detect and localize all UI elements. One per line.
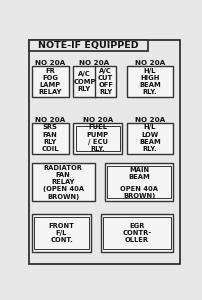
Text: A/C
CUT
OFF
RLY: A/C CUT OFF RLY xyxy=(98,68,113,95)
FancyBboxPatch shape xyxy=(32,123,68,154)
FancyBboxPatch shape xyxy=(28,40,179,263)
FancyBboxPatch shape xyxy=(73,66,115,97)
Text: MAIN
BEAM: MAIN BEAM xyxy=(127,167,149,180)
FancyBboxPatch shape xyxy=(104,163,173,201)
Text: SRS
FAN
RLY
COIL: SRS FAN RLY COIL xyxy=(41,124,59,152)
FancyBboxPatch shape xyxy=(32,214,91,252)
FancyBboxPatch shape xyxy=(34,217,89,249)
Text: NO 20A: NO 20A xyxy=(35,117,65,123)
FancyBboxPatch shape xyxy=(106,166,170,198)
Text: H/L
LOW
BEAM
RLY.: H/L LOW BEAM RLY. xyxy=(139,124,160,152)
FancyBboxPatch shape xyxy=(103,217,170,249)
FancyBboxPatch shape xyxy=(100,214,173,252)
Text: NO 20A: NO 20A xyxy=(134,117,164,123)
Text: NO 20A: NO 20A xyxy=(35,60,65,66)
Text: OPEN 40A
BROWN): OPEN 40A BROWN) xyxy=(119,186,157,200)
FancyBboxPatch shape xyxy=(75,126,119,151)
Text: NO 20A: NO 20A xyxy=(78,60,108,66)
Text: NO 20A: NO 20A xyxy=(134,60,164,66)
FancyBboxPatch shape xyxy=(28,40,147,51)
FancyBboxPatch shape xyxy=(126,66,173,97)
Text: A/C
COMP
RLY: A/C COMP RLY xyxy=(73,71,95,92)
Text: EGR
CONTR-
OLLER: EGR CONTR- OLLER xyxy=(122,223,151,243)
Text: FRONT
F/L
CONT.: FRONT F/L CONT. xyxy=(48,223,74,243)
Text: FUEL
PUMP
/ ECU
RLY.: FUEL PUMP / ECU RLY. xyxy=(86,124,108,152)
Text: FR
FOG
LAMP
RELAY: FR FOG LAMP RELAY xyxy=(38,68,62,95)
FancyBboxPatch shape xyxy=(32,66,68,97)
FancyBboxPatch shape xyxy=(126,123,173,154)
FancyBboxPatch shape xyxy=(73,123,122,154)
Text: H/L
HIGH
BEAM
RLY.: H/L HIGH BEAM RLY. xyxy=(139,68,160,95)
FancyBboxPatch shape xyxy=(32,163,94,201)
Text: NOTE-IF EQUIPPED: NOTE-IF EQUIPPED xyxy=(38,41,138,50)
Text: NO 20A: NO 20A xyxy=(82,117,112,123)
Text: RADIATOR
FAN
RELAY
(OPEN 40A
BROWN): RADIATOR FAN RELAY (OPEN 40A BROWN) xyxy=(42,165,83,200)
